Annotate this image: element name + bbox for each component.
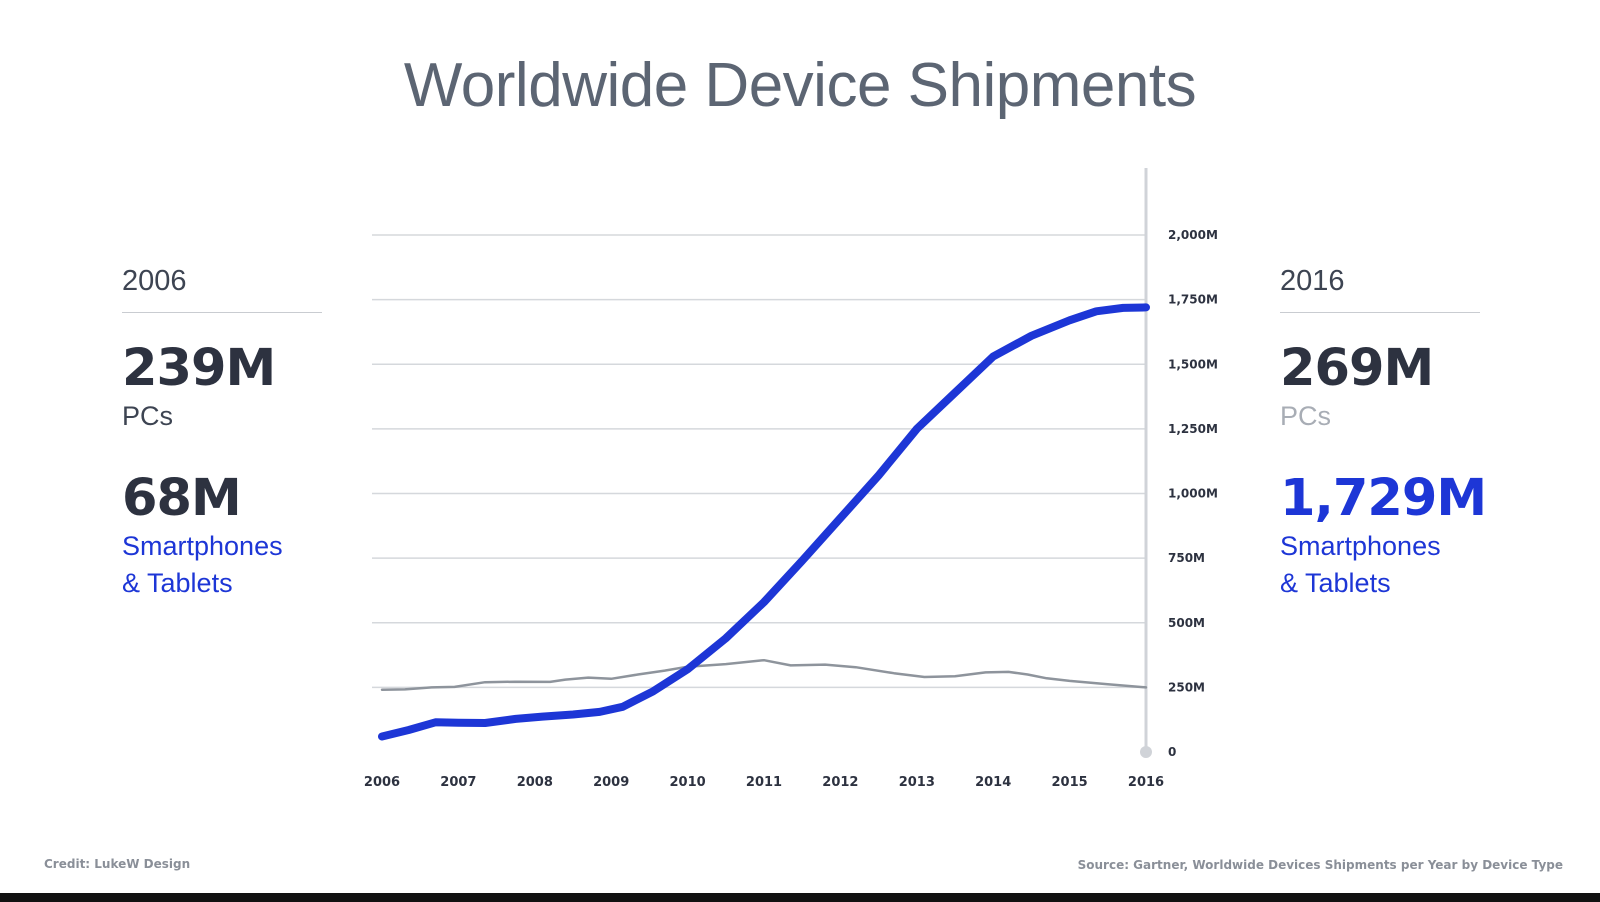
y-tick-label-8: 2,000M <box>1168 228 1218 242</box>
x-tick-labels: 2006 2007 2008 2009 2010 2011 2012 2013 2014 2015… <box>364 775 1164 790</box>
grid-lines <box>372 234 1146 689</box>
y-tick-label-0: 0 <box>1168 745 1176 759</box>
y-tick-label-3: 750M <box>1168 551 1205 565</box>
bottom-bar <box>0 893 1600 902</box>
right-mobile-value: 1,729M <box>1280 469 1487 528</box>
x-tick-label-9: 2015 <box>1052 775 1088 790</box>
x-tick-label-10: 2016 <box>1128 775 1164 790</box>
y-tick-labels: 0 250M 500M 750M 1,000M 1,250M 1,500M 1,750M 2,0… <box>1168 228 1218 759</box>
y-axis <box>1140 168 1152 758</box>
left-mobile-label-line1: Smartphones <box>122 531 283 561</box>
x-tick-label-5: 2011 <box>746 775 782 790</box>
x-tick-label-8: 2014 <box>975 775 1011 790</box>
left-mobile-label-line2: & Tablets <box>122 568 233 598</box>
y-tick-label-2: 500M <box>1168 616 1205 630</box>
source-text: Source: Gartner, Worldwide Devices Shipm… <box>1077 858 1563 872</box>
x-tick-label-0: 2006 <box>364 775 400 790</box>
x-tick-label-6: 2012 <box>822 775 858 790</box>
right-pcs-value: 269M <box>1280 339 1434 398</box>
y-tick-label-6: 1,500M <box>1168 357 1218 371</box>
x-tick-label-1: 2007 <box>440 775 476 790</box>
y-tick-label-5: 1,250M <box>1168 422 1218 436</box>
left-pcs-label: PCs <box>122 401 174 431</box>
right-mobile-label-line1: Smartphones <box>1280 531 1441 561</box>
left-pcs-value: 239M <box>122 339 276 398</box>
right-mobile-label-line2: & Tablets <box>1280 568 1391 598</box>
page-title: Worldwide Device Shipments <box>403 51 1197 120</box>
smartphones-tablets-series-line <box>378 303 1150 741</box>
credit-text: Credit: LukeW Design <box>44 857 191 871</box>
pcs-series-line <box>380 658 1148 691</box>
x-tick-label-3: 2009 <box>593 775 629 790</box>
right-pcs-label: PCs <box>1280 401 1332 431</box>
left-stats-panel: 2006 239M PCs 68M Smartphones & Tablets <box>122 265 322 602</box>
series-lines <box>378 303 1150 741</box>
y-tick-label-1: 250M <box>1168 680 1205 694</box>
x-tick-label-4: 2010 <box>670 775 706 790</box>
left-year: 2006 <box>122 265 322 313</box>
y-tick-label-4: 1,000M <box>1168 487 1218 501</box>
y-axis-origin-dot <box>1140 746 1152 758</box>
right-stats-panel: 2016 269M PCs 1,729M Smartphones & Table… <box>1280 265 1487 602</box>
y-tick-label-7: 1,750M <box>1168 293 1218 307</box>
right-year: 2016 <box>1280 265 1480 313</box>
left-mobile-value: 68M <box>122 469 242 528</box>
x-tick-label-7: 2013 <box>899 775 935 790</box>
x-tick-label-2: 2008 <box>517 775 553 790</box>
